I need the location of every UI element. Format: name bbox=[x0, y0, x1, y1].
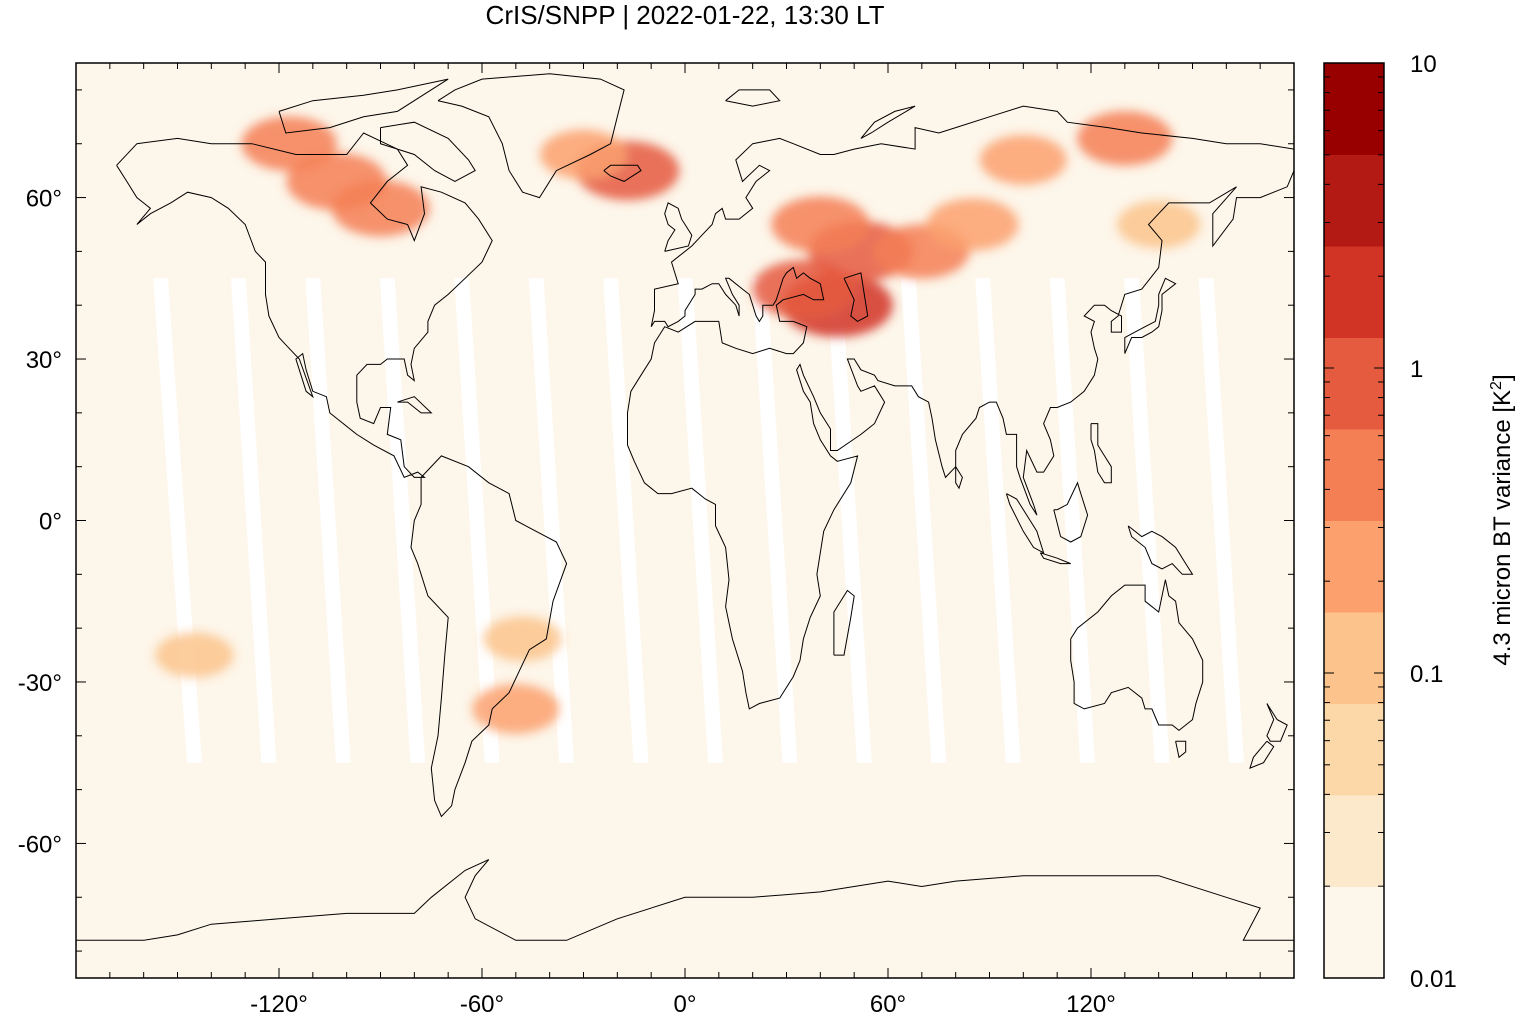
coastlines bbox=[76, 73, 1294, 941]
colorbar-tick-label: 0.01 bbox=[1410, 966, 1457, 993]
hotspot bbox=[540, 129, 627, 180]
swath-gap bbox=[826, 278, 872, 763]
swath-gap bbox=[1049, 278, 1096, 763]
y-tick-label: -60° bbox=[18, 831, 62, 858]
hotspot bbox=[979, 135, 1067, 185]
hotspot bbox=[483, 616, 562, 662]
colorbar-swatch bbox=[1324, 886, 1384, 979]
coastline-cuba bbox=[397, 396, 433, 414]
hotspot bbox=[926, 198, 1019, 251]
hotspot bbox=[752, 259, 855, 319]
swath-gap bbox=[1198, 278, 1244, 763]
colorbar-swatch bbox=[1324, 703, 1384, 796]
x-tick-label: -120° bbox=[250, 991, 308, 1018]
coastline-borneo bbox=[1053, 481, 1089, 543]
variance-hotspots bbox=[155, 111, 1201, 734]
x-tick-label: -60° bbox=[460, 991, 504, 1018]
coastline-baffin bbox=[380, 121, 476, 182]
x-tick-label: 120° bbox=[1066, 991, 1116, 1018]
coastline-madagascar bbox=[833, 589, 855, 656]
y-tick-label: -30° bbox=[18, 670, 62, 697]
colorbar-title: 4.3 micron BT variance [K2] bbox=[1488, 374, 1516, 665]
coastline-australia bbox=[1070, 579, 1204, 732]
coastline-uk bbox=[664, 202, 693, 252]
swath-gap bbox=[751, 278, 798, 763]
colorbar: 10 1 0.1 0.01 bbox=[1323, 51, 1457, 993]
coastline-north-america bbox=[116, 132, 493, 479]
colorbar-tick-label: 10 bbox=[1410, 51, 1437, 78]
coastline-new-zealand bbox=[1266, 703, 1288, 742]
y-tick-label: 60° bbox=[26, 186, 62, 213]
chart-title: CrIS/SNPP | 2022-01-22, 13:30 LT bbox=[485, 0, 885, 30]
coastline-iceland bbox=[603, 164, 642, 182]
colorbar-swatch bbox=[1324, 795, 1384, 887]
hotspot bbox=[331, 180, 430, 237]
x-tick-label: 60° bbox=[870, 991, 906, 1018]
y-tick-label: 30° bbox=[26, 347, 62, 374]
coastline-svalbard bbox=[725, 89, 781, 107]
coastline-new-zealand-south bbox=[1249, 740, 1275, 769]
colorbar-frame bbox=[1323, 62, 1385, 979]
swath-gap bbox=[603, 278, 649, 763]
map-background bbox=[76, 63, 1294, 978]
coastline-eurasia-africa bbox=[627, 105, 1294, 710]
hotspot bbox=[1077, 111, 1173, 166]
hotspot bbox=[241, 116, 337, 171]
y-tick-label: 0° bbox=[39, 509, 62, 536]
colorbar-swatch bbox=[1324, 612, 1384, 704]
coastline-greenland bbox=[437, 73, 625, 199]
coastline-caspian bbox=[843, 272, 869, 322]
swath-gap bbox=[305, 278, 351, 763]
coastline-antarctica bbox=[76, 859, 1294, 941]
coastline-philippines bbox=[1090, 423, 1112, 484]
swath-gap bbox=[528, 278, 575, 763]
colorbar-swatch bbox=[1324, 429, 1384, 521]
colorbar-swatch bbox=[1324, 63, 1384, 155]
colorbar-tick-label: 1 bbox=[1410, 356, 1423, 383]
swath-gap bbox=[1124, 278, 1170, 763]
coastline-java bbox=[1039, 552, 1071, 565]
colorbar-tick-label: 0.1 bbox=[1410, 661, 1443, 688]
swath-gap bbox=[900, 278, 947, 763]
colorbar-swatch bbox=[1324, 154, 1384, 247]
coastline-sri-lanka bbox=[955, 466, 963, 490]
swath-gap bbox=[230, 278, 277, 763]
swath-gap bbox=[379, 278, 426, 763]
swath-gap bbox=[677, 278, 723, 763]
coastline-south-america bbox=[410, 455, 568, 818]
axis-ticks: -120° -60° 0° 60° 120° 60° 30° 0° -30° -60° bbox=[18, 63, 1294, 1018]
coastline-sumatra bbox=[1005, 493, 1045, 554]
swath-gap bbox=[975, 278, 1021, 763]
hotspot bbox=[155, 632, 234, 678]
hotspot bbox=[771, 196, 870, 253]
coastline-new-guinea bbox=[1127, 525, 1194, 575]
x-tick-label: 0° bbox=[674, 991, 697, 1018]
coastline-novaya-zemlya bbox=[860, 105, 916, 139]
hotspot bbox=[1117, 200, 1201, 249]
colorbar-swatch bbox=[1324, 520, 1384, 613]
coastline-tasmania bbox=[1175, 740, 1187, 759]
colorbar-swatch bbox=[1324, 246, 1384, 338]
hotspot bbox=[472, 684, 560, 734]
coastline-arctic-islands bbox=[278, 78, 449, 134]
coastline-japan bbox=[1124, 277, 1177, 354]
swath-gaps bbox=[153, 278, 1244, 763]
colorbar-swatch bbox=[1324, 337, 1384, 430]
